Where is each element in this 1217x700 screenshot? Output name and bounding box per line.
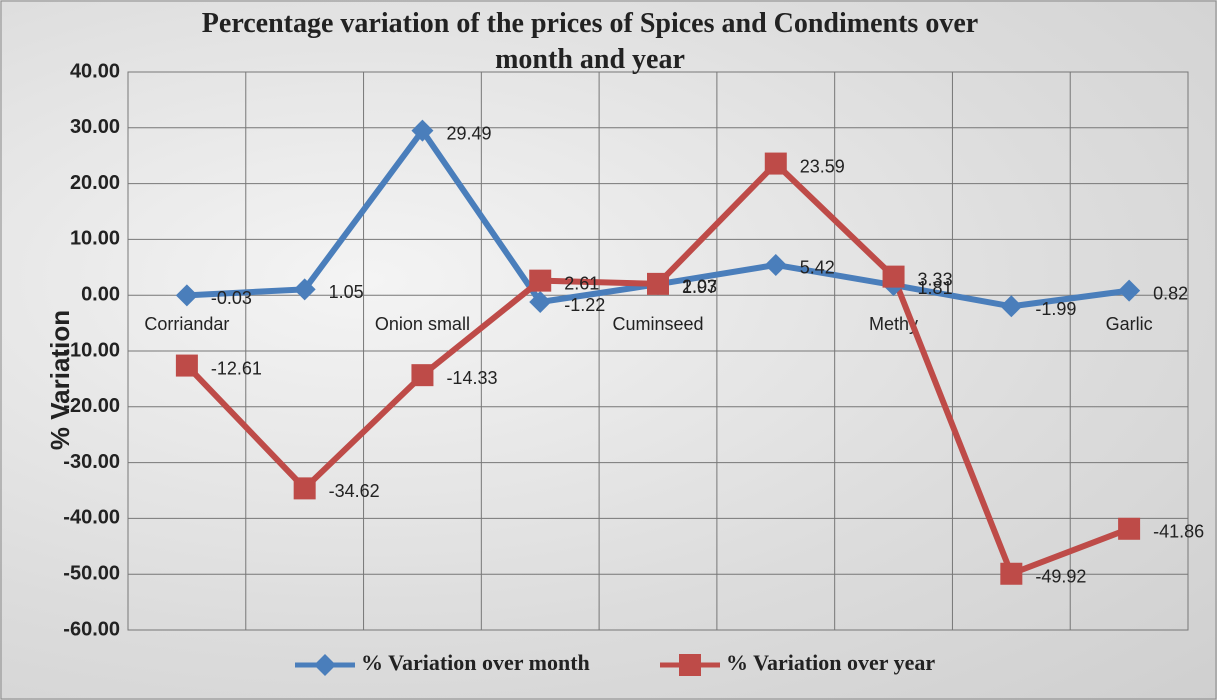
data-label: 3.33: [918, 269, 953, 289]
data-label: -1.99: [1035, 299, 1076, 319]
marker: [1000, 562, 1023, 585]
marker: [411, 364, 434, 387]
y-tick-label: -10.00: [63, 339, 120, 361]
y-tick-label: 0.00: [81, 283, 120, 305]
marker: [647, 272, 669, 295]
y-tick-label: -60.00: [63, 618, 120, 640]
data-label: -0.03: [211, 288, 252, 308]
series-line: [184, 160, 1131, 577]
marker: [1000, 295, 1023, 318]
data-label: -14.33: [446, 368, 497, 388]
data-label: 1.05: [329, 282, 364, 302]
marker: [882, 265, 905, 288]
y-tick-label: 10.00: [70, 228, 120, 250]
marker: [1118, 279, 1141, 302]
y-tick-label: 30.00: [70, 116, 120, 138]
x-tick-label: Methy: [869, 314, 918, 334]
data-label: 0.82: [1153, 283, 1188, 303]
data-label: 2.61: [564, 273, 599, 293]
y-tick-label: -50.00: [63, 562, 120, 584]
x-tick-label: Cuminseed: [612, 314, 703, 334]
y-tick-label: -30.00: [63, 451, 120, 473]
legend-label: % Variation over month: [361, 650, 590, 675]
y-tick-label: 20.00: [70, 172, 120, 194]
x-tick-label: Garlic: [1106, 314, 1153, 334]
marker: [1118, 517, 1141, 540]
legend-marker: [314, 654, 336, 676]
marker: [411, 119, 434, 142]
marker: [764, 152, 787, 175]
data-label: 5.42: [800, 258, 835, 278]
marker: [529, 291, 552, 314]
marker: [175, 354, 198, 377]
legend-marker: [679, 654, 701, 676]
data-label: -49.92: [1035, 567, 1086, 587]
data-label: -1.22: [564, 295, 605, 315]
legend-label: % Variation over year: [726, 650, 935, 675]
data-label: 1.81: [918, 278, 953, 298]
y-axis-label: % Variation: [45, 310, 75, 450]
data-label: -12.61: [211, 358, 262, 378]
data-label: 1.97: [682, 277, 717, 297]
y-tick-label: -40.00: [63, 507, 120, 529]
marker: [293, 278, 316, 301]
marker: [529, 269, 552, 292]
x-tick-label: Corriandar: [144, 314, 229, 334]
data-label: 29.49: [446, 123, 491, 143]
marker: [764, 253, 787, 276]
chart-title: Percentage variation of the prices of Sp…: [201, 8, 979, 75]
data-label: -34.62: [329, 481, 380, 501]
marker: [293, 477, 316, 500]
x-tick-label: Onion small: [375, 314, 470, 334]
y-tick-label: -20.00: [63, 395, 120, 417]
y-tick-label: 40.00: [70, 60, 120, 82]
marker: [175, 284, 198, 307]
data-label: 23.59: [800, 156, 845, 176]
data-label: -41.86: [1153, 522, 1204, 542]
data-label: 2.03: [682, 277, 717, 297]
